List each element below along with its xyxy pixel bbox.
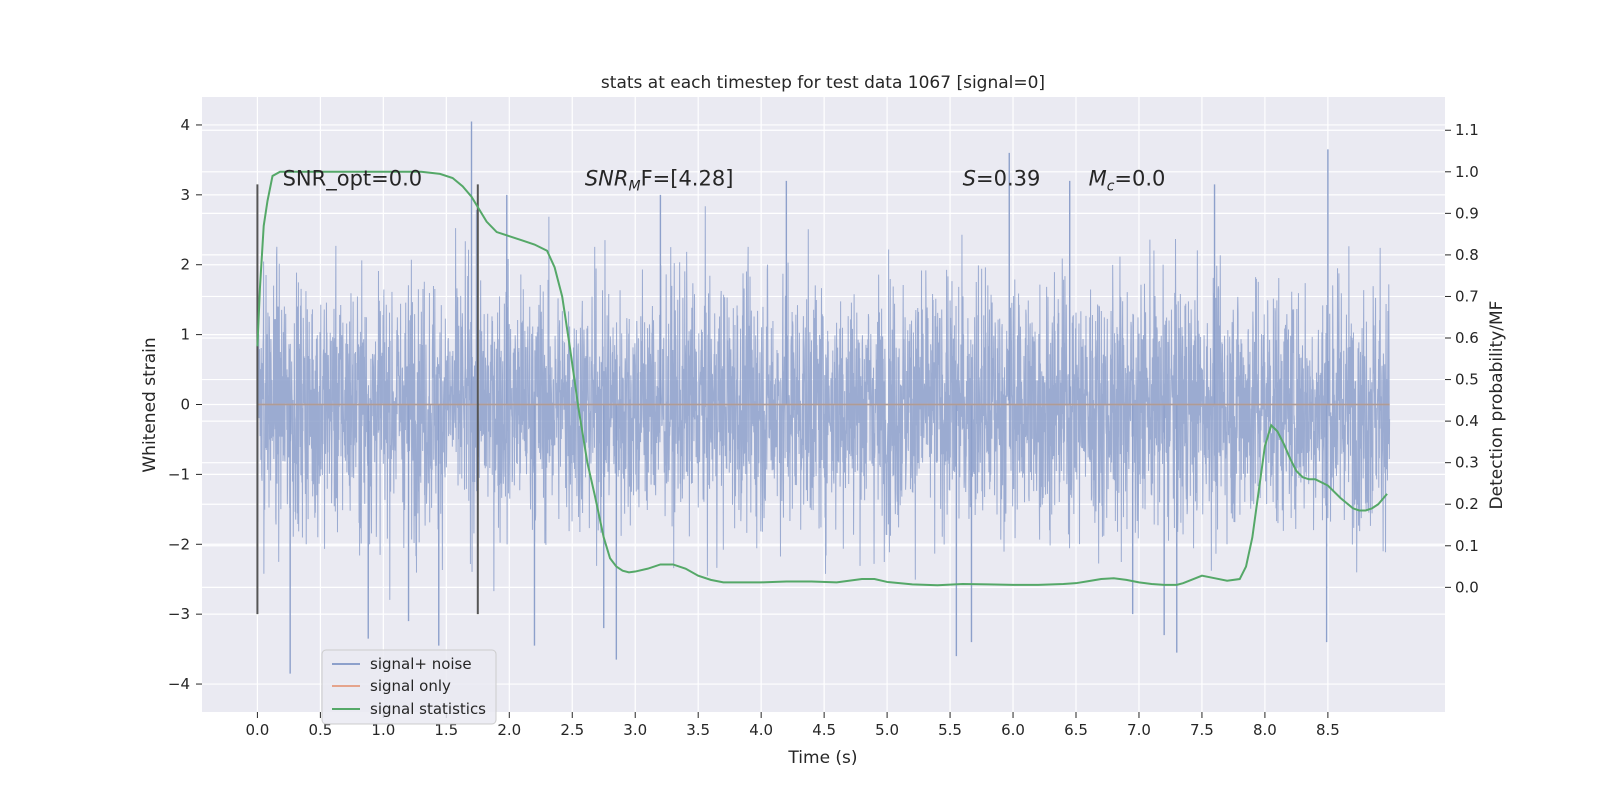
y-right-axis-label: Detection probability/MF [1487, 301, 1507, 510]
y-right-tick-label: 0.3 [1455, 454, 1479, 472]
y-tick-label: −4 [168, 675, 190, 693]
y-right-tick-label: 0.1 [1455, 537, 1479, 555]
x-tick-label: 8.0 [1253, 721, 1277, 739]
vertical-lines [256, 184, 479, 615]
legend-label-signal-only: signal only [370, 677, 451, 695]
y-tick-label: 1 [180, 326, 190, 344]
legend-label-noise: signal+ noise [370, 655, 472, 673]
annotation-text: Mc=0.0 [1089, 166, 1166, 194]
x-tick-label: 5.5 [938, 721, 962, 739]
x-tick-label: 0.0 [245, 721, 269, 739]
x-tick-label: 6.0 [1001, 721, 1025, 739]
y-right-tick-label: 0.2 [1455, 495, 1479, 513]
y-tick-label: 2 [180, 256, 190, 274]
x-tick-label: 0.5 [308, 721, 332, 739]
y-right-tick-label: 1.0 [1455, 163, 1479, 181]
legend: signal+ noise signal only signal statist… [321, 649, 497, 725]
annotations: SNR_opt=0.0 SNRMF=[4.28] S=0.39 Mc=0.0 [283, 166, 1166, 194]
y-right-tick-label: 0.8 [1455, 246, 1479, 264]
y-right-tick-label: 0.0 [1455, 578, 1479, 596]
y-right-tick-label: 0.6 [1455, 329, 1479, 347]
x-tick-label: 7.5 [1190, 721, 1214, 739]
x-tick-label: 2.0 [497, 721, 521, 739]
noise-trace [256, 206, 1391, 600]
x-tick-label: 3.0 [623, 721, 647, 739]
y-right-tick-label: 0.4 [1455, 412, 1479, 430]
x-tick-label: 1.5 [434, 721, 458, 739]
statistics-line [256, 170, 1388, 587]
legend-label-statistics: signal statistics [370, 700, 486, 718]
legend-box [321, 649, 497, 725]
noise-series [256, 121, 1391, 674]
x-tick-label: 5.0 [875, 721, 899, 739]
y-tick-label: −1 [168, 465, 190, 483]
axis-ticks: 0.0 0.5 1.0 1.5 2.0 2.5 3.0 3.5 4.0 4.5 5.0 5.5 6.0 6… [168, 116, 1479, 739]
annotation-text: SNRMF=[4.28] [585, 166, 734, 194]
x-tick-label: 7.0 [1127, 721, 1151, 739]
x-tick-label: 2.5 [560, 721, 584, 739]
y-right-tick-label: 0.9 [1455, 204, 1479, 222]
x-tick-label: 8.5 [1316, 721, 1340, 739]
y-tick-label: 0 [180, 396, 190, 414]
y-tick-label: 4 [180, 116, 190, 134]
y-tick-label: 3 [180, 186, 190, 204]
x-tick-label: 4.5 [812, 721, 836, 739]
y-axis-label: Whitened strain [140, 337, 160, 472]
y-tick-label: −2 [168, 535, 190, 553]
x-tick-label: 1.0 [371, 721, 395, 739]
y-right-tick-label: 1.1 [1455, 121, 1479, 139]
y-right-tick-label: 0.5 [1455, 371, 1479, 389]
annotation-text: S=0.39 [963, 166, 1041, 190]
y-right-tick-label: 0.7 [1455, 287, 1479, 305]
annotation-text: SNR_opt=0.0 [283, 166, 423, 191]
x-tick-label: 6.5 [1064, 721, 1088, 739]
statistics-series [256, 170, 1388, 587]
x-tick-label: 3.5 [686, 721, 710, 739]
x-tick-label: 4.0 [749, 721, 773, 739]
y-tick-label: −3 [168, 605, 190, 623]
chart-title: stats at each timestep for test data 106… [601, 73, 1045, 93]
x-axis-label: Time (s) [787, 748, 857, 768]
